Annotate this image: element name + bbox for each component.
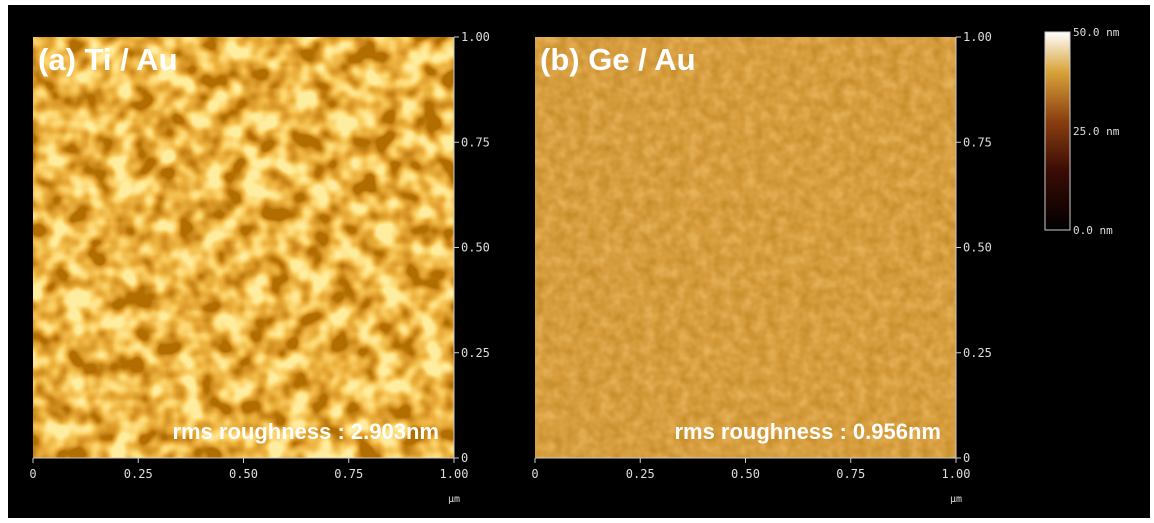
y-tick-label: 0.50 (461, 241, 490, 255)
panel-label: (b) Ge / Au (540, 42, 696, 77)
y-tick-label: 0 (461, 451, 468, 465)
y-tick-label: 1.00 (461, 30, 490, 44)
y-tick-label: 0.75 (461, 135, 490, 149)
x-tick-label: 1.00 (942, 467, 971, 481)
colorbar-label: 0.0 nm (1073, 224, 1113, 237)
x-tick-label: 0.50 (229, 467, 258, 481)
afm-image (535, 37, 956, 458)
x-tick-label: 0.75 (334, 467, 363, 481)
y-tick-label: 0.25 (461, 346, 490, 360)
figure: 0 0.25 0.50 0.75 1.00 0 0.25 0.50 0.75 1.00 µm (a) … (0, 0, 1154, 523)
colorbar-label: 50.0 nm (1073, 26, 1120, 39)
y-tick-label: 0 (963, 451, 970, 465)
roughness-note: rms roughness : 2.903nm (172, 419, 439, 444)
afm-image (33, 37, 454, 458)
x-tick-label: 0 (531, 467, 538, 481)
colorbar (1045, 32, 1070, 230)
y-tick-label: 0.75 (963, 135, 992, 149)
colorbar-label: 25.0 nm (1073, 125, 1120, 138)
x-tick-label: 0.50 (731, 467, 760, 481)
x-tick-label: 0.75 (836, 467, 865, 481)
y-tick-label: 0.50 (963, 241, 992, 255)
y-tick-label: 1.00 (963, 30, 992, 44)
x-tick-label: 0.25 (124, 467, 153, 481)
unit-label: µm (448, 494, 460, 505)
y-tick-label: 0.25 (963, 346, 992, 360)
x-tick-label: 0.25 (626, 467, 655, 481)
roughness-note: rms roughness : 0.956nm (674, 419, 941, 444)
x-tick-label: 1.00 (440, 467, 469, 481)
x-tick-label: 0 (29, 467, 36, 481)
panel-label: (a) Ti / Au (38, 42, 178, 77)
unit-label: µm (950, 494, 962, 505)
